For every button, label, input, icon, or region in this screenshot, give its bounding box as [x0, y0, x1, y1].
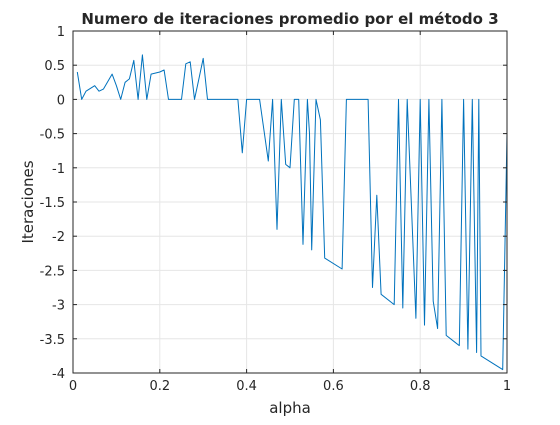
y-axis-label: Iteraciones: [19, 160, 37, 243]
y-tick-label: -2.5: [40, 264, 65, 279]
y-tick-label: -3.5: [40, 333, 65, 348]
x-tick-label: 0: [69, 379, 77, 394]
x-axis-label: alpha: [269, 399, 311, 417]
y-tick-label: -3: [52, 299, 65, 314]
x-axis-ticks: 0 0.2 0.4 0.6 0.8 1: [69, 31, 511, 394]
x-tick-label: 0.6: [323, 379, 344, 394]
chart-title: Numero de iteraciones promedio por el mé…: [81, 10, 498, 28]
y-tick-label: -1: [52, 162, 65, 177]
y-tick-label: -1.5: [40, 196, 65, 211]
x-tick-label: 1: [503, 379, 511, 394]
x-tick-label: 0.4: [236, 379, 257, 394]
y-tick-label: 0.5: [44, 59, 65, 74]
y-tick-label: -0.5: [40, 128, 65, 143]
y-tick-label: -2: [52, 230, 65, 245]
x-tick-label: 0.2: [149, 379, 170, 394]
y-tick-label: 0: [57, 93, 65, 108]
y-axis-ticks: 1 0.5 0 -0.5 -1 -1.5 -2 -2.5 -3 -3.5 -4: [40, 25, 507, 382]
grid: [72, 30, 508, 374]
series-line: [76, 54, 508, 373]
y-tick-label: -4: [52, 367, 65, 382]
x-tick-label: 0.8: [410, 379, 431, 394]
y-tick-label: 1: [57, 25, 65, 40]
